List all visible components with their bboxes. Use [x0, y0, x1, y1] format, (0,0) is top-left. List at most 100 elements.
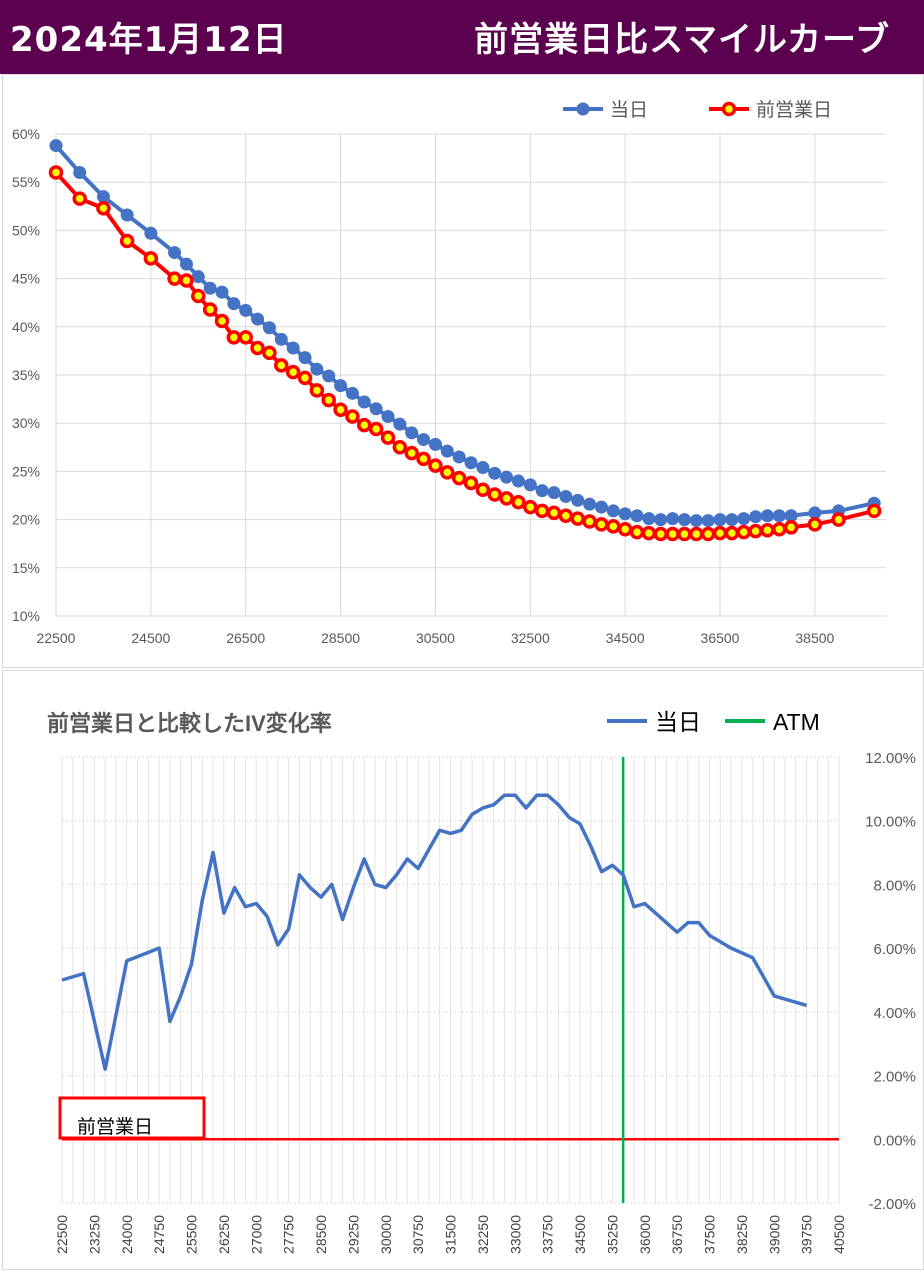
- smile-curve-chart: 60%55%50%45%40%35%30%25%20%15%10% 22500 2…: [12, 99, 886, 646]
- data-point-previous: [570, 511, 585, 526]
- data-point-today: [239, 303, 253, 317]
- data-point-today: [749, 510, 763, 524]
- data-point-today: [642, 512, 656, 526]
- data-point-previous: [262, 345, 277, 361]
- data-point-today: [630, 509, 644, 523]
- data-point-today: [476, 461, 490, 475]
- data-point-today: [203, 281, 217, 295]
- x-tick-label: 35250: [604, 1215, 620, 1254]
- data-point-today: [547, 486, 561, 500]
- iv-change-chart-panel: 前営業日と比較したIV変化率 12.00% 10.00% 8.00% 6.00% 4.0…: [2, 670, 924, 1270]
- y-tick-label: 55%: [12, 174, 40, 190]
- y-tick-label: 6.00%: [873, 941, 916, 958]
- x-tick-label: 37500: [702, 1215, 718, 1254]
- data-point-today: [120, 208, 134, 222]
- data-point-previous: [677, 526, 692, 542]
- legend-label: 当日: [655, 709, 701, 735]
- data-point-previous: [606, 519, 621, 534]
- data-point-today: [606, 504, 620, 518]
- data-point-previous: [428, 458, 443, 473]
- y-tick-label: 10.00%: [865, 814, 916, 831]
- x-tick-label: 31500: [443, 1215, 459, 1254]
- data-point-previous: [653, 526, 668, 542]
- data-point-today: [535, 484, 549, 498]
- x-tick-label: 36500: [701, 630, 740, 646]
- data-point-today: [262, 321, 276, 335]
- data-point-previous: [499, 491, 514, 506]
- data-point-today: [511, 474, 525, 488]
- legend-marker: [721, 101, 737, 117]
- data-point-previous: [772, 521, 787, 537]
- data-point-today: [654, 513, 668, 527]
- data-point-today: [334, 379, 348, 393]
- data-point-today: [737, 512, 751, 526]
- x-tick-label: 24000: [119, 1215, 135, 1254]
- data-point-previous: [214, 313, 230, 329]
- x-tick-label: 33750: [540, 1215, 556, 1254]
- data-point-previous: [594, 517, 609, 532]
- data-point-today: [73, 166, 87, 180]
- data-point-previous: [511, 494, 526, 510]
- x-tick-labels: 22500 24500 26500 28500 30500 32500 34500 36500…: [37, 630, 835, 646]
- data-point-today: [345, 386, 359, 400]
- x-tick-label: 24500: [131, 630, 170, 646]
- data-point-previous: [202, 302, 218, 317]
- data-point-previous: [179, 273, 194, 288]
- data-point-today: [571, 493, 585, 507]
- x-tick-label: 27000: [248, 1215, 264, 1254]
- x-tick-label: 23250: [86, 1215, 102, 1254]
- data-point-previous: [475, 482, 491, 497]
- data-point-today: [405, 426, 419, 440]
- data-point-previous: [416, 451, 431, 467]
- data-point-today: [215, 285, 229, 299]
- data-point-previous: [321, 392, 336, 408]
- baseline-label-box: [58, 1096, 206, 1140]
- data-point-previous: [700, 526, 716, 542]
- y-tick-label: 15%: [12, 560, 40, 576]
- baseline-label: 前営業日: [77, 1116, 153, 1138]
- x-tick-label: 26250: [216, 1215, 232, 1254]
- data-point-previous: [629, 524, 645, 540]
- x-tick-label: 28500: [313, 1215, 329, 1254]
- y-tick-label: 12.00%: [865, 750, 916, 767]
- x-tick-label: 40500: [831, 1215, 847, 1254]
- data-point-previous: [641, 525, 657, 541]
- y-tick-label: 20%: [12, 512, 40, 528]
- data-point-today: [274, 332, 288, 346]
- data-point-today: [227, 297, 241, 311]
- x-tick-label: 39000: [766, 1215, 782, 1254]
- x-tick-label: 39750: [799, 1215, 815, 1254]
- y-tick-label: 60%: [12, 126, 40, 142]
- series-line-today: [61, 793, 808, 1071]
- data-point-today: [583, 497, 597, 511]
- data-point-today: [49, 139, 63, 153]
- data-point-previous: [404, 445, 419, 461]
- data-point-previous: [736, 524, 751, 540]
- y-tick-labels: 60% 55% 50% 45% 40% 35% 30% 25% 20% 15% 10%: [12, 126, 40, 624]
- iv-change-chart: 前営業日と比較したIV変化率 12.00% 10.00% 8.00% 6.00% 4.0…: [47, 709, 916, 1254]
- legend-label: 前営業日: [756, 99, 832, 121]
- data-point-today: [381, 409, 395, 423]
- y-tick-label: 0.00%: [873, 1132, 916, 1149]
- data-point-today: [689, 514, 703, 528]
- data-point-today: [310, 362, 324, 376]
- data-point-previous: [451, 470, 467, 486]
- y-tick-label: 8.00%: [873, 877, 916, 894]
- data-point-today: [523, 478, 537, 492]
- data-point-previous: [226, 330, 242, 345]
- y-tick-label: 50%: [12, 222, 40, 238]
- data-point-today: [417, 433, 431, 447]
- data-point-previous: [523, 499, 538, 515]
- data-point-previous: [712, 525, 728, 541]
- data-point-previous: [143, 251, 159, 266]
- data-point-today: [559, 489, 573, 503]
- x-tick-label: 27750: [281, 1215, 297, 1254]
- data-point-previous: [167, 271, 182, 286]
- data-point-today: [440, 444, 454, 458]
- data-point-today: [428, 437, 442, 451]
- data-point-previous: [309, 383, 325, 398]
- data-point-previous: [345, 409, 360, 424]
- data-point-previous: [665, 526, 680, 542]
- report-title: 前営業日比スマイルカーブ: [474, 20, 890, 60]
- x-tick-label: 28500: [321, 630, 360, 646]
